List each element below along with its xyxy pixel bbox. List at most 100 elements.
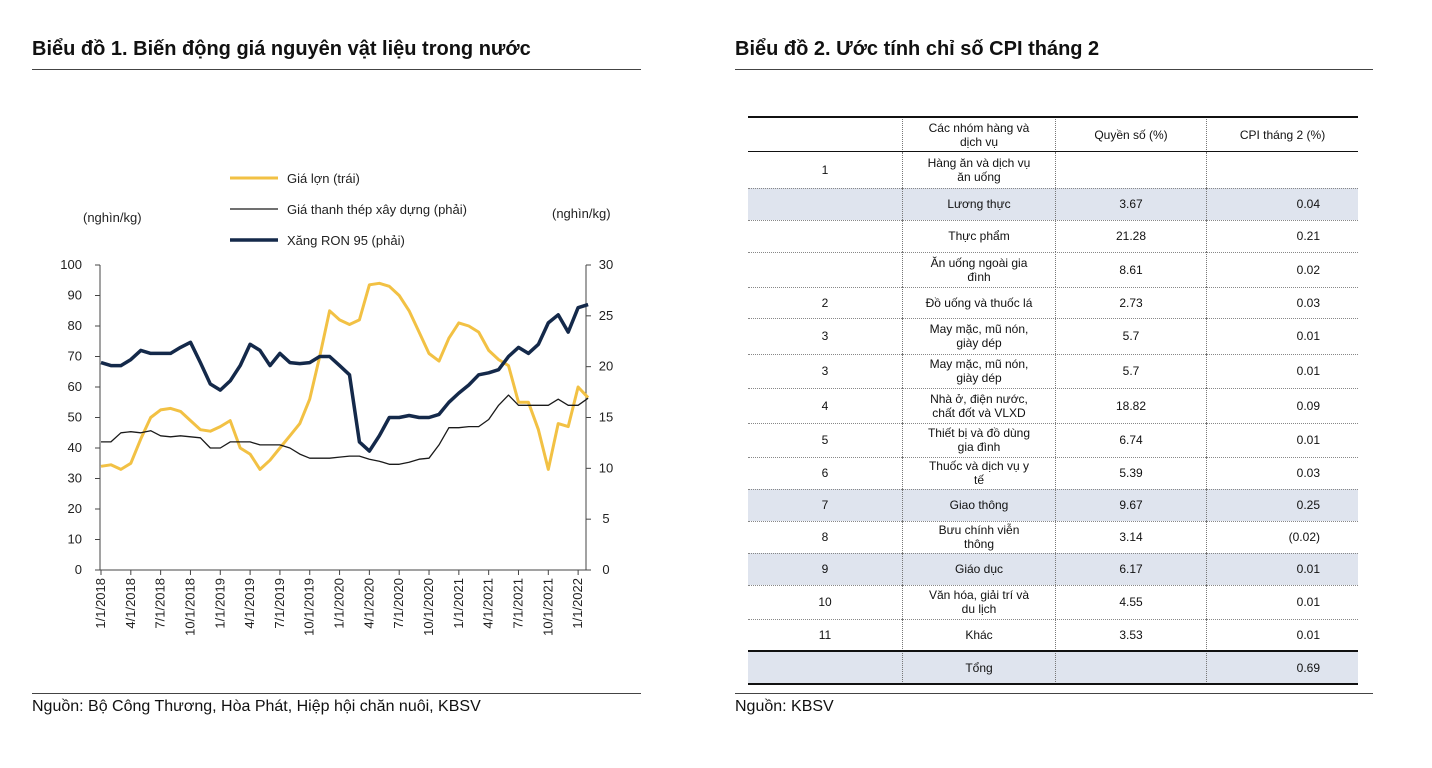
row-separator — [748, 457, 1358, 458]
table-cell: 0.01 — [1206, 354, 1358, 388]
table-cell: 5.7 — [1055, 354, 1206, 388]
table-cell: 0.01 — [1206, 585, 1358, 619]
row-separator — [748, 388, 1358, 389]
table-cell — [748, 220, 902, 252]
table-cell: 0.04 — [1206, 188, 1358, 220]
table-cell: 11 — [818, 628, 832, 642]
table-cell: Thực phẩm — [902, 220, 1055, 252]
x-tick-label: 1/1/2020 — [332, 578, 347, 629]
source-rule — [32, 693, 641, 694]
y2-axis-label: (nghìn/kg) — [552, 206, 611, 221]
y-axis-label: (nghìn/kg) — [83, 210, 142, 225]
y2-tick-label: 30 — [599, 257, 613, 272]
row-separator — [748, 553, 1358, 554]
y-tick-label: 0 — [75, 562, 82, 577]
table-rule — [748, 683, 1358, 685]
table-cell: Thiết bị và đồ dùng gia đình — [902, 423, 1055, 457]
source-rule — [735, 693, 1373, 694]
table-cell: 5.7 — [1055, 318, 1206, 354]
y-tick-label: 70 — [68, 349, 82, 364]
chart-title: Biểu đồ 1. Biến động giá nguyên vật liệu… — [32, 38, 531, 60]
x-tick-label: 1/1/2022 — [570, 578, 585, 629]
y2-tick-label: 5 — [602, 511, 609, 526]
table-cell: 3 — [821, 329, 829, 343]
table-row: 4 Nhà ở, điện nước, chất đốt và VLXD 18.82… — [748, 388, 1358, 423]
table-cell: 5.39 — [1055, 457, 1206, 489]
x-tick-label: 7/1/2020 — [391, 578, 406, 629]
x-tick-label: 1/1/2021 — [451, 578, 466, 629]
row-separator — [748, 188, 1358, 189]
table-cell: 8 — [821, 530, 829, 544]
legend-label: Xăng RON 95 (phải) — [287, 233, 405, 248]
table-cell: Tổng — [902, 651, 1055, 684]
table-row: 9 Giáo dục 6.17 0.01 — [748, 553, 1358, 585]
table-cell — [1055, 152, 1206, 188]
table-cell: Hàng ăn và dịch vụ ăn uống — [902, 152, 1055, 188]
y-tick-label: 50 — [68, 410, 82, 425]
table-cell: 3 — [821, 364, 829, 378]
table-row: 1 Hàng ăn và dịch vụ ăn uống — [748, 152, 1358, 188]
table-row: Tổng 0.69 — [748, 651, 1358, 684]
table-cell — [748, 188, 902, 220]
table-row: 5 Thiết bị và đồ dùng gia đình 6.74 0.01 — [748, 423, 1358, 457]
series-line — [100, 302, 589, 453]
table-cell: 0.01 — [1206, 553, 1358, 585]
table-rule — [748, 151, 1358, 152]
table-cell: 18.82 — [1055, 388, 1206, 423]
table-cell: Lương thực — [902, 188, 1055, 220]
x-tick-label: 4/1/2020 — [361, 578, 376, 629]
table-cell: 7 — [821, 498, 829, 512]
row-separator — [748, 619, 1358, 620]
table-cell: 0.09 — [1206, 388, 1358, 423]
table-cell: 0.02 — [1206, 252, 1358, 287]
table-cell: 2 — [821, 295, 829, 310]
table-cell: Ăn uống ngoài gia đình — [902, 252, 1055, 287]
table-row: Thực phẩm 21.28 0.21 — [748, 220, 1358, 252]
table-cell: 0.01 — [1206, 318, 1358, 354]
table-cell: 3.53 — [1055, 619, 1206, 651]
row-separator — [748, 252, 1358, 253]
x-tick-label: 7/1/2019 — [272, 578, 287, 629]
table-cell: 3.67 — [1055, 188, 1206, 220]
row-separator — [748, 585, 1358, 586]
table-cell: May mặc, mũ nón, giày dép — [902, 318, 1055, 354]
table-cell: Giao thông — [902, 489, 1055, 521]
series-line — [101, 394, 589, 465]
table-row: 2 Đồ uống và thuốc lá 2.73 0.03 — [748, 287, 1358, 318]
table-cell — [748, 252, 902, 287]
y2-tick-label: 20 — [599, 359, 613, 374]
x-tick-label: 10/1/2019 — [302, 578, 317, 636]
row-separator — [748, 354, 1358, 355]
x-tick-label: 1/1/2019 — [212, 578, 227, 629]
row-separator — [748, 489, 1358, 490]
chart: (nghìn/kg) (nghìn/kg) 010203040506070809… — [60, 171, 613, 636]
table-cell: Bưu chính viễn thông — [902, 521, 1055, 553]
table-cell — [1206, 152, 1358, 188]
table-cell — [748, 651, 902, 684]
source: Nguồn: KBSV — [735, 698, 834, 715]
table-cell: Các nhóm hàng và dịch vụ — [902, 117, 1055, 152]
x-tick-label: 7/1/2021 — [510, 578, 525, 629]
table-cell: 10 — [818, 595, 832, 609]
table-cell: Nhà ở, điện nước, chất đốt và VLXD — [902, 388, 1055, 423]
table-cell: 8.61 — [1055, 252, 1206, 287]
table-row: 8 Bưu chính viễn thông 3.14 (0.02) — [748, 521, 1358, 553]
x-tick-label: 1/1/2018 — [93, 578, 108, 629]
table-cell: 6 — [821, 466, 829, 480]
table-cell: 1 — [821, 163, 829, 177]
table-cell: Thuốc và dịch vụ y tế — [902, 457, 1055, 489]
x-tick-label: 10/1/2018 — [182, 578, 197, 636]
table-cell: 9.67 — [1055, 489, 1206, 521]
row-separator — [748, 423, 1358, 424]
table-cell: 0.25 — [1206, 489, 1358, 521]
table-cell: 4 — [821, 398, 829, 413]
table-cell: 0.03 — [1206, 287, 1358, 318]
table-cell: 2.73 — [1055, 287, 1206, 318]
row-separator — [748, 287, 1358, 288]
table-cell: 0.21 — [1206, 220, 1358, 252]
table-cell: Khác — [902, 619, 1055, 651]
table-row: 7 Giao thông 9.67 0.25 — [748, 489, 1358, 521]
x-tick-label: 10/1/2021 — [540, 578, 555, 636]
title-rule — [32, 69, 641, 70]
